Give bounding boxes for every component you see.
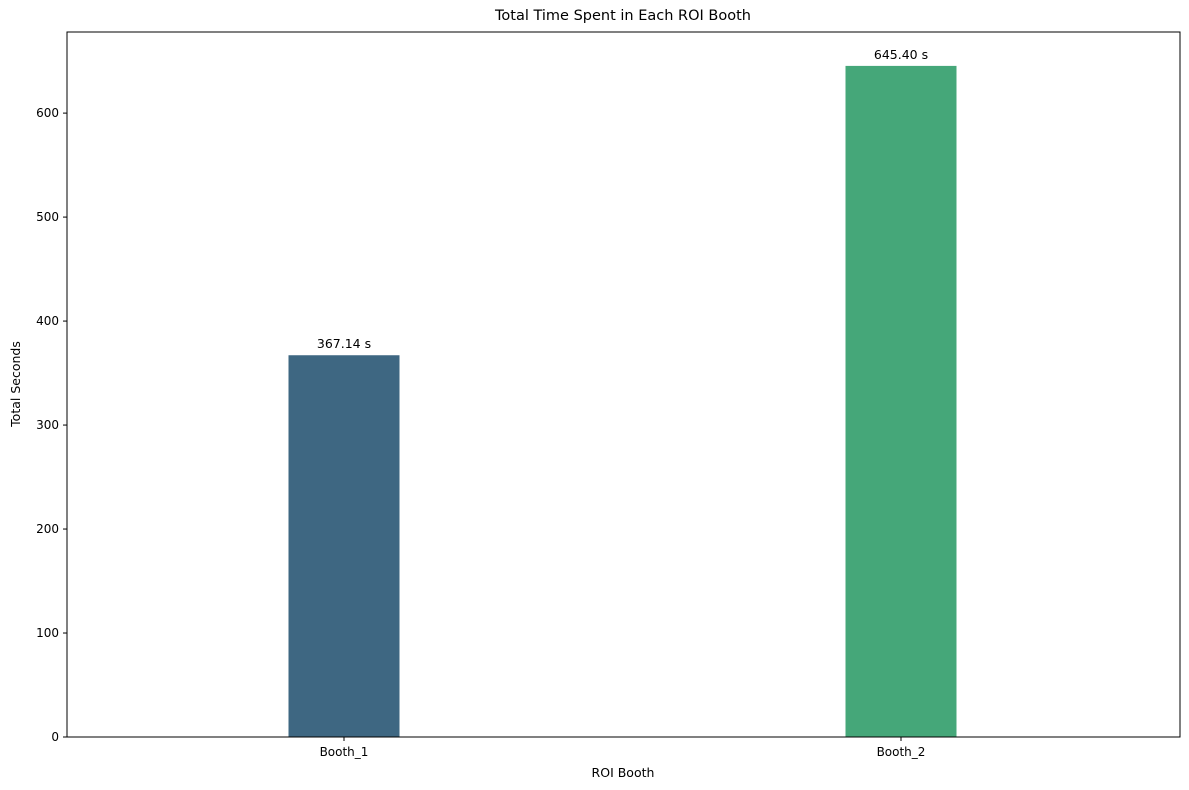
- y-tick-label: 600: [36, 106, 59, 120]
- x-axis-label: ROI Booth: [592, 765, 655, 780]
- y-axis: 0 100 200 300 400 500 600: [36, 106, 67, 744]
- data-label-booth-1: 367.14 s: [317, 336, 371, 351]
- chart-title: Total Time Spent in Each ROI Booth: [494, 8, 751, 24]
- plot-frame: [66, 31, 1181, 738]
- y-axis-label: Total Seconds: [8, 341, 23, 428]
- bars-group: [288, 65, 957, 737]
- y-tick-label: 200: [36, 522, 59, 536]
- data-label-booth-2: 645.40 s: [874, 47, 928, 62]
- x-axis: Booth_1 Booth_2: [320, 737, 926, 759]
- bar-labels-group: 367.14 s 645.40 s: [317, 47, 928, 351]
- y-tick-label: 300: [36, 418, 59, 432]
- y-tick-label: 400: [36, 314, 59, 328]
- y-tick-label: 500: [36, 210, 59, 224]
- x-tick-label: Booth_1: [320, 745, 369, 759]
- y-tick-label: 0: [51, 730, 59, 744]
- bar-booth-1: [288, 355, 400, 737]
- y-tick-label: 100: [36, 626, 59, 640]
- bar-booth-2: [845, 65, 957, 737]
- x-tick-label: Booth_2: [877, 745, 926, 759]
